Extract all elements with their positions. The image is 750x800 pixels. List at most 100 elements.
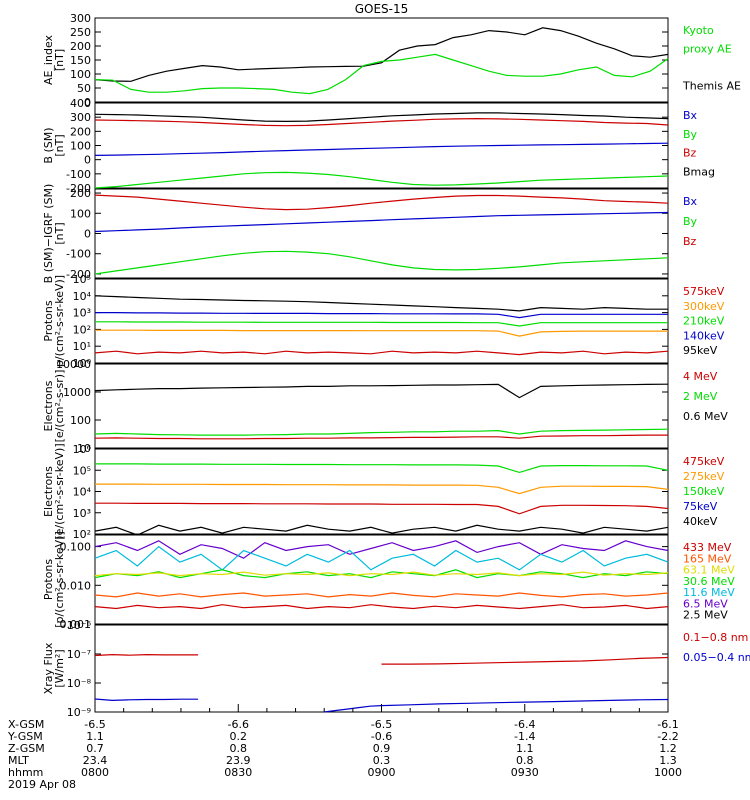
series-line-2-5-MeV: [94, 524, 669, 536]
y-axis-label: Xray Flux: [42, 642, 55, 694]
ytick-label: 0.010: [60, 579, 92, 592]
ytick-label: 100: [70, 68, 91, 81]
series-line-Bx: [94, 142, 669, 156]
y-axis-label: Protons: [42, 559, 55, 600]
y-axis-label: [nT]: [53, 134, 66, 156]
legend-entry: Bx: [683, 109, 698, 122]
footer-value: 23.9: [226, 754, 251, 767]
legend-entry: 575keV: [683, 285, 725, 298]
series-line-11-6-MeV: [94, 545, 669, 571]
series-line-6-5-MeV: [94, 540, 669, 559]
ytick-label: 100: [70, 207, 91, 220]
y-axis-label: AE_index: [42, 34, 55, 85]
series-line-Bz: [94, 117, 669, 127]
panel-frame-5: [94, 448, 669, 535]
ytick-label: 10⁰: [73, 357, 92, 370]
footer-value: 0.7: [86, 742, 104, 755]
series-line-0-05-0-4-nm: [94, 698, 199, 702]
ytick-label: 10⁻⁸: [67, 677, 92, 690]
ytick-label: 0: [84, 228, 91, 241]
legend-entry: 150keV: [683, 485, 725, 498]
ytick-label: -100: [66, 168, 91, 181]
footer-value: 0.9: [373, 742, 391, 755]
ytick-label: 10³: [73, 307, 91, 320]
y-axis-label: [W/m²]: [53, 649, 66, 687]
legend-entry: By: [683, 128, 698, 141]
footer-value: -1.4: [514, 730, 535, 743]
legend-entry: Bz: [683, 147, 697, 160]
y-axis-label: B (SM): [42, 127, 55, 163]
series-line-0-6-MeV: [94, 383, 669, 399]
legend-entry: 0.1−0.8 nm: [683, 631, 748, 644]
series-line-63-1-MeV: [94, 571, 669, 577]
y-axis-label: [e/(cm²-s-sr)]: [53, 370, 66, 443]
panel-frame-6: [94, 534, 669, 625]
footer-value: 1.1: [86, 730, 104, 743]
ytick-label: 10⁴: [73, 290, 92, 303]
footer-value: 0.2: [230, 730, 248, 743]
footer-value: -0.6: [371, 730, 392, 743]
legend-entry: 4 MeV: [683, 370, 718, 383]
footer-value: 0900: [368, 766, 396, 779]
y-axis-label: Electrons: [42, 466, 55, 517]
ytick-label: 200: [70, 40, 91, 53]
series-line-433-MeV: [94, 604, 669, 610]
footer-row-label: hhmm: [8, 766, 43, 779]
series-line-4-MeV: [94, 434, 668, 440]
legend-entry: 275keV: [683, 470, 725, 483]
footer-value: -6.5: [84, 718, 105, 731]
series-line-275keV: [95, 483, 669, 495]
y-axis-label: [nT]: [53, 222, 66, 244]
y-axis-label: B (SM)−IGRF (SM): [42, 184, 55, 284]
legend-entry: 165 MeV: [683, 552, 732, 565]
ytick-label: 0.100: [60, 541, 92, 554]
y-axis-label: [p/(cm²-s-sr-keV)]: [53, 531, 66, 628]
ytick-label: 400: [70, 97, 91, 110]
legend-entry: Bmag: [683, 165, 715, 178]
panel-frame-0: [94, 17, 669, 103]
legend-entry: Bx: [683, 195, 698, 208]
footer-value: 0800: [81, 766, 109, 779]
ytick-label: -200: [66, 182, 91, 195]
series-line-165-MeV: [94, 592, 669, 598]
series-line-300keV: [95, 329, 668, 337]
legend-entry: 2.5 MeV: [683, 609, 728, 622]
series-line-Bx: [94, 211, 669, 233]
series-line-0-1-0-8-nm: [381, 656, 669, 665]
legend-entry: 300keV: [683, 300, 725, 313]
legend-entry: 0.6 MeV: [683, 410, 728, 423]
ytick-label: 10⁻⁷: [67, 648, 91, 661]
footer-value: 23.4: [83, 754, 108, 767]
ytick-label: 10³: [73, 507, 91, 520]
ytick-label: 150: [70, 54, 91, 67]
ytick-label: 10⁴: [73, 486, 92, 499]
legend-entry: 2 MeV: [683, 390, 718, 403]
panel-frame-3: [94, 278, 669, 364]
footer-value: -2.2: [657, 730, 678, 743]
footer-value: 1000: [654, 766, 682, 779]
series-line-0-1-0-8-nm: [94, 653, 199, 657]
footer-row-label: Y-GSM: [7, 730, 43, 743]
ytick-label: 200: [70, 125, 91, 138]
footer-date: 2019 Apr 08: [8, 778, 76, 791]
footer-value: 0.8: [230, 742, 248, 755]
series-line-210keV: [95, 321, 668, 327]
legend-entry: 63.1 MeV: [683, 564, 735, 577]
series-line-By: [94, 250, 669, 275]
y-axis-label: p/(cm²-s-sr-keV)]: [53, 275, 66, 367]
y-axis-label: Protons: [42, 300, 55, 341]
series-line-475keV: [95, 502, 669, 515]
footer-value: 0.8: [516, 754, 534, 767]
legend-entry: Bz: [683, 235, 697, 248]
ytick-label: 10⁻⁶: [67, 619, 92, 632]
ytick-label: 10⁶: [73, 443, 92, 456]
ytick-label: 50: [77, 82, 91, 95]
chart-title: GOES-15: [355, 2, 409, 16]
series-line-Themis-AE: [94, 27, 669, 82]
panel-frame-4: [94, 363, 669, 449]
ytick-label: 1000: [63, 386, 91, 399]
series-line-2-MeV: [94, 428, 669, 436]
ytick-label: 300: [70, 12, 91, 25]
legend-entry: 95keV: [683, 344, 718, 357]
